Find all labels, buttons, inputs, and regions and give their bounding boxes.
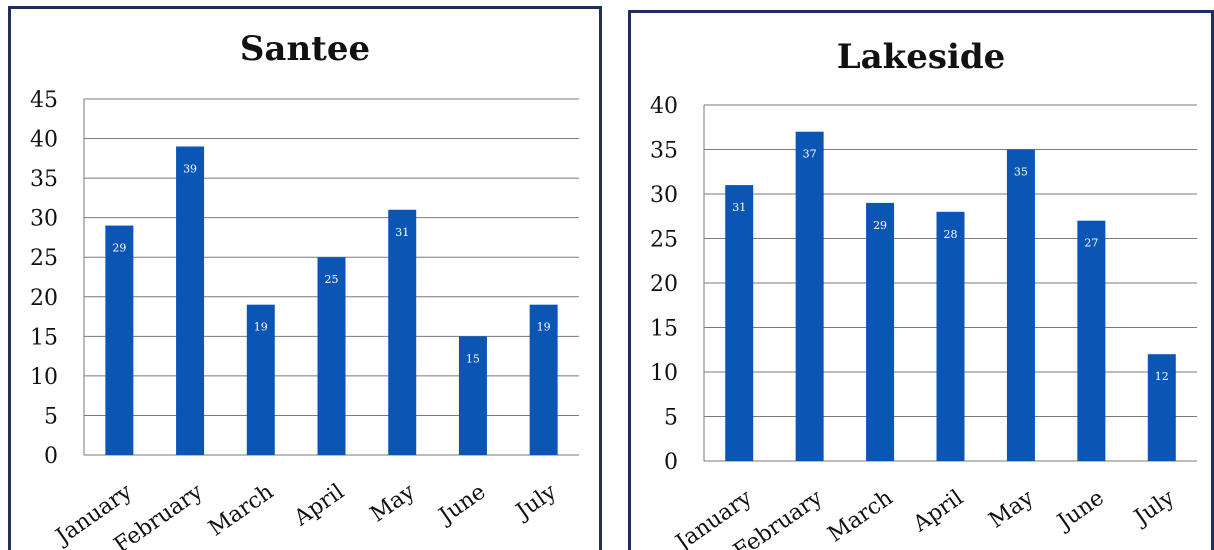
- y-tick-label: 0: [664, 450, 678, 475]
- bar: [246, 304, 275, 455]
- data-label: 31: [395, 226, 409, 239]
- y-tick-label: 10: [30, 365, 58, 390]
- data-label: 27: [1084, 237, 1098, 250]
- y-tick-label: 35: [650, 139, 678, 164]
- y-tick-label: 35: [30, 167, 58, 192]
- bar: [105, 225, 134, 455]
- y-tick-label: 5: [664, 406, 678, 431]
- bar-chart-santee: 05101520253035404529January39February19M…: [30, 88, 579, 550]
- y-tick-label: 40: [30, 128, 58, 153]
- data-label: 29: [873, 219, 887, 232]
- chart-panel-lakeside: Lakeside 0 5 10 15 20 25 30 35 40 31 January 37 Febr…: [628, 10, 1214, 550]
- bar: [1006, 149, 1035, 461]
- data-label: 28: [944, 228, 958, 241]
- bar: [936, 211, 965, 461]
- data-label: 29: [112, 242, 126, 255]
- data-label: 19: [254, 321, 268, 334]
- y-tick-label: 30: [650, 183, 678, 208]
- x-tick-label: April: [908, 485, 968, 537]
- x-tick-label: March: [824, 485, 898, 547]
- y-tick-label: 25: [650, 228, 678, 253]
- y-tick-label: 30: [30, 207, 58, 232]
- x-tick-label: May: [985, 485, 1039, 533]
- y-tick-label: 0: [44, 444, 58, 469]
- y-tick-label: 40: [650, 94, 678, 119]
- bar: [458, 336, 487, 455]
- y-tick-label: 5: [44, 404, 58, 429]
- chart-title: Santee: [239, 29, 371, 69]
- x-tick-label: July: [510, 479, 561, 525]
- x-tick-label: June: [433, 479, 490, 529]
- data-label: 31: [732, 201, 746, 214]
- data-label: 37: [803, 148, 817, 161]
- chart-title: Lakeside: [836, 37, 1006, 77]
- y-tick-label: 20: [30, 286, 58, 311]
- data-label: 35: [1014, 166, 1028, 179]
- y-tick-label: 45: [30, 88, 58, 113]
- data-label: 15: [466, 352, 480, 365]
- x-tick-label: March: [204, 479, 278, 541]
- x-tick-label: July: [1128, 485, 1179, 531]
- data-label: 12: [1155, 370, 1169, 383]
- bar-chart-lakeside: 051015202530354031January37February29Mar…: [650, 94, 1197, 550]
- bar: [1077, 220, 1106, 461]
- bar: [1147, 354, 1176, 461]
- y-tick-label: 15: [650, 317, 678, 342]
- data-label: 25: [325, 273, 339, 286]
- data-label: 19: [537, 321, 551, 334]
- y-tick-label: 20: [650, 272, 678, 297]
- bar: [388, 209, 417, 455]
- chart-panel-santee: Santee 0 5 10 15 20 25 30 35 40 45 29 January 39 Febr…: [8, 6, 602, 550]
- bar: [176, 146, 205, 455]
- y-tick-label: 25: [30, 246, 58, 271]
- data-label: 39: [183, 162, 197, 175]
- bar: [317, 257, 346, 455]
- y-tick-label: 10: [650, 361, 678, 386]
- bar: [725, 185, 754, 461]
- y-tick-label: 15: [30, 325, 58, 350]
- x-tick-label: June: [1052, 485, 1109, 535]
- x-tick-label: April: [289, 479, 349, 531]
- bar: [866, 202, 895, 461]
- x-tick-label: May: [366, 479, 420, 527]
- bar: [529, 304, 558, 455]
- bar: [795, 131, 824, 461]
